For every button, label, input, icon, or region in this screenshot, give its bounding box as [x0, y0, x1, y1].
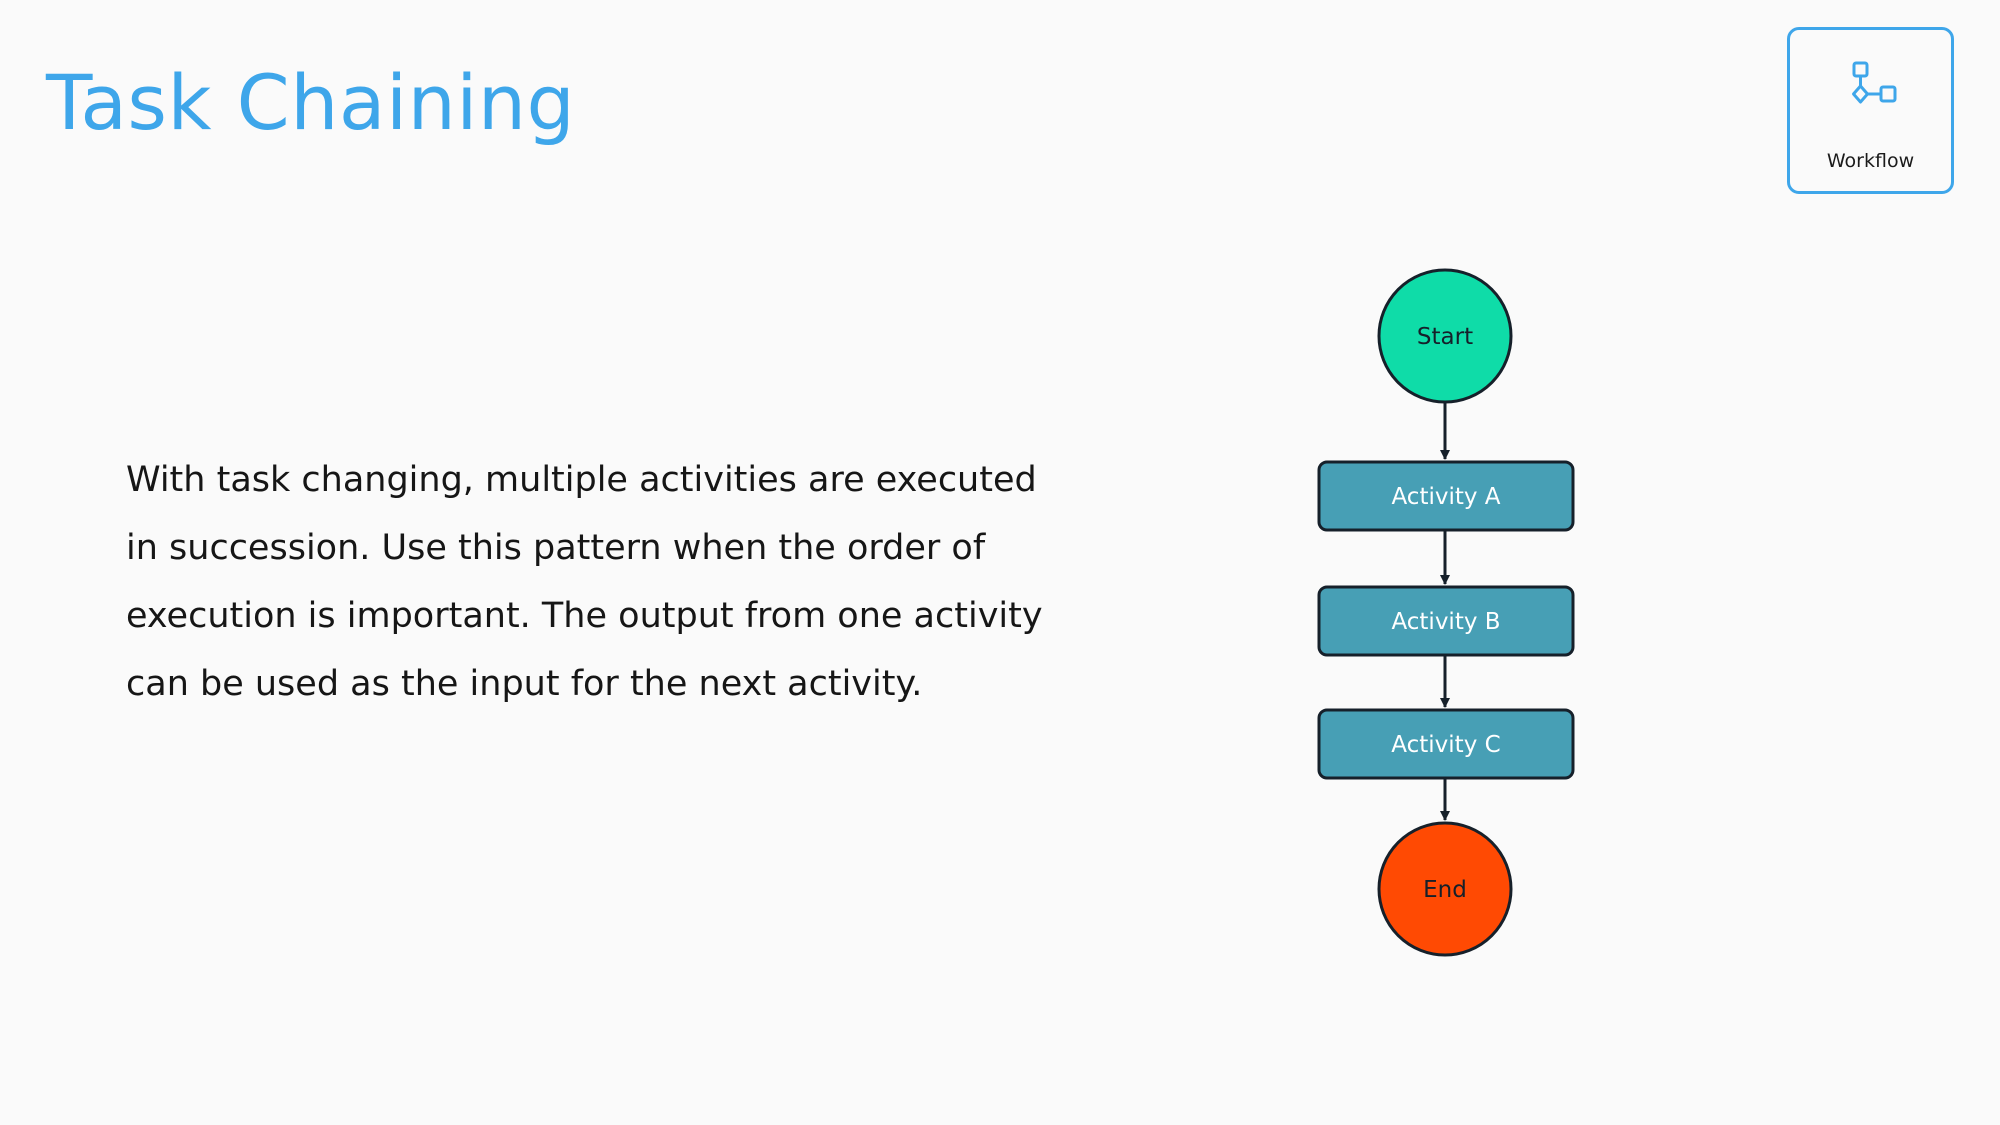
activity-c-label: Activity C [1391, 732, 1500, 758]
workflow-badge-label: Workflow [1826, 150, 1915, 172]
workflow-icon [1852, 61, 1897, 104]
activity-c-node [1317, 708, 1575, 780]
activity-b-node [1317, 585, 1575, 657]
activity-a-label: Activity A [1391, 484, 1500, 510]
workflow-badge: Workflow [1787, 27, 1954, 194]
activity-a-node [1317, 460, 1575, 532]
start-node [1377, 268, 1513, 404]
page-title: Task Chaining [46, 58, 576, 147]
start-node-label: Start [1417, 324, 1473, 350]
activity-b-label: Activity B [1391, 609, 1500, 635]
end-node [1377, 821, 1513, 957]
description-text: With task changing, multiple activities … [126, 460, 1043, 704]
end-node-label: End [1423, 877, 1467, 903]
